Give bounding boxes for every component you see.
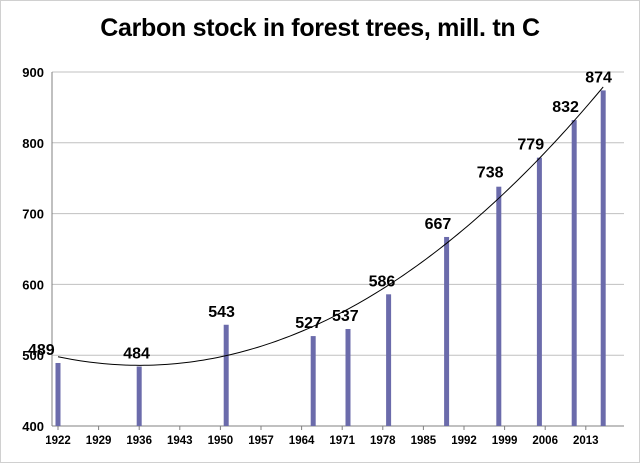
bar-1979 (386, 294, 392, 426)
data-label-484: 484 (123, 346, 150, 363)
x-tick-label-1999: 1999 (492, 435, 518, 447)
bar-1936 (136, 366, 142, 426)
x-tick-label-2013: 2013 (573, 435, 599, 447)
x-tick-label-2006: 2006 (532, 435, 558, 447)
y-tick-label-900: 900 (22, 65, 44, 80)
x-tick-label-1985: 1985 (411, 435, 437, 447)
axes (51, 72, 624, 430)
trendline (57, 86, 604, 366)
x-tick-label-1971: 1971 (329, 435, 355, 447)
data-label-874: 874 (585, 69, 612, 86)
y-tick-label-800: 800 (22, 136, 44, 151)
x-tick-label-1950: 1950 (208, 435, 234, 447)
y-tick-label-600: 600 (22, 277, 44, 292)
x-tick-label-1992: 1992 (451, 435, 477, 447)
y-tick-label-500: 500 (22, 348, 44, 363)
data-labels: 489 484 543 527 537 586 667 738 779 832 874 (28, 69, 612, 362)
data-label-779: 779 (517, 137, 544, 154)
bar-1989 (444, 236, 450, 426)
tick-labels: 400 500 600 700 800 900 1922 1929 1936 1943 1950 19… (22, 65, 598, 447)
data-label-489: 489 (28, 342, 55, 359)
bar-2011 (571, 120, 577, 427)
data-label-586: 586 (369, 273, 396, 290)
bar-1972 (345, 329, 351, 426)
bar-1966 (310, 336, 316, 426)
x-tick-label-1929: 1929 (86, 435, 112, 447)
data-label-527: 527 (295, 315, 322, 332)
y-tick-label-400: 400 (22, 419, 44, 434)
x-tick-label-1957: 1957 (248, 435, 274, 447)
x-tick-label-1943: 1943 (167, 435, 193, 447)
x-tick-label-1936: 1936 (126, 435, 152, 447)
bar-2016 (600, 90, 606, 427)
x-tick-label-1922: 1922 (45, 435, 71, 447)
data-label-667: 667 (425, 216, 452, 233)
data-label-738: 738 (477, 165, 504, 182)
x-tick-label-1978: 1978 (370, 435, 396, 447)
trendline-group (57, 86, 604, 366)
bar-2005 (536, 157, 542, 426)
bars (55, 90, 606, 427)
data-label-537: 537 (332, 308, 359, 325)
x-tick-label-1964: 1964 (289, 435, 315, 447)
bar-1951 (223, 324, 229, 426)
bar-1998 (496, 186, 502, 426)
y-tick-label-700: 700 (22, 207, 44, 222)
bar-1922 (55, 362, 61, 426)
gridlines (52, 71, 624, 356)
data-label-832: 832 (552, 99, 579, 116)
data-label-543: 543 (208, 304, 235, 321)
chart-title: Carbon stock in forest trees, mill. tn C (100, 14, 540, 42)
